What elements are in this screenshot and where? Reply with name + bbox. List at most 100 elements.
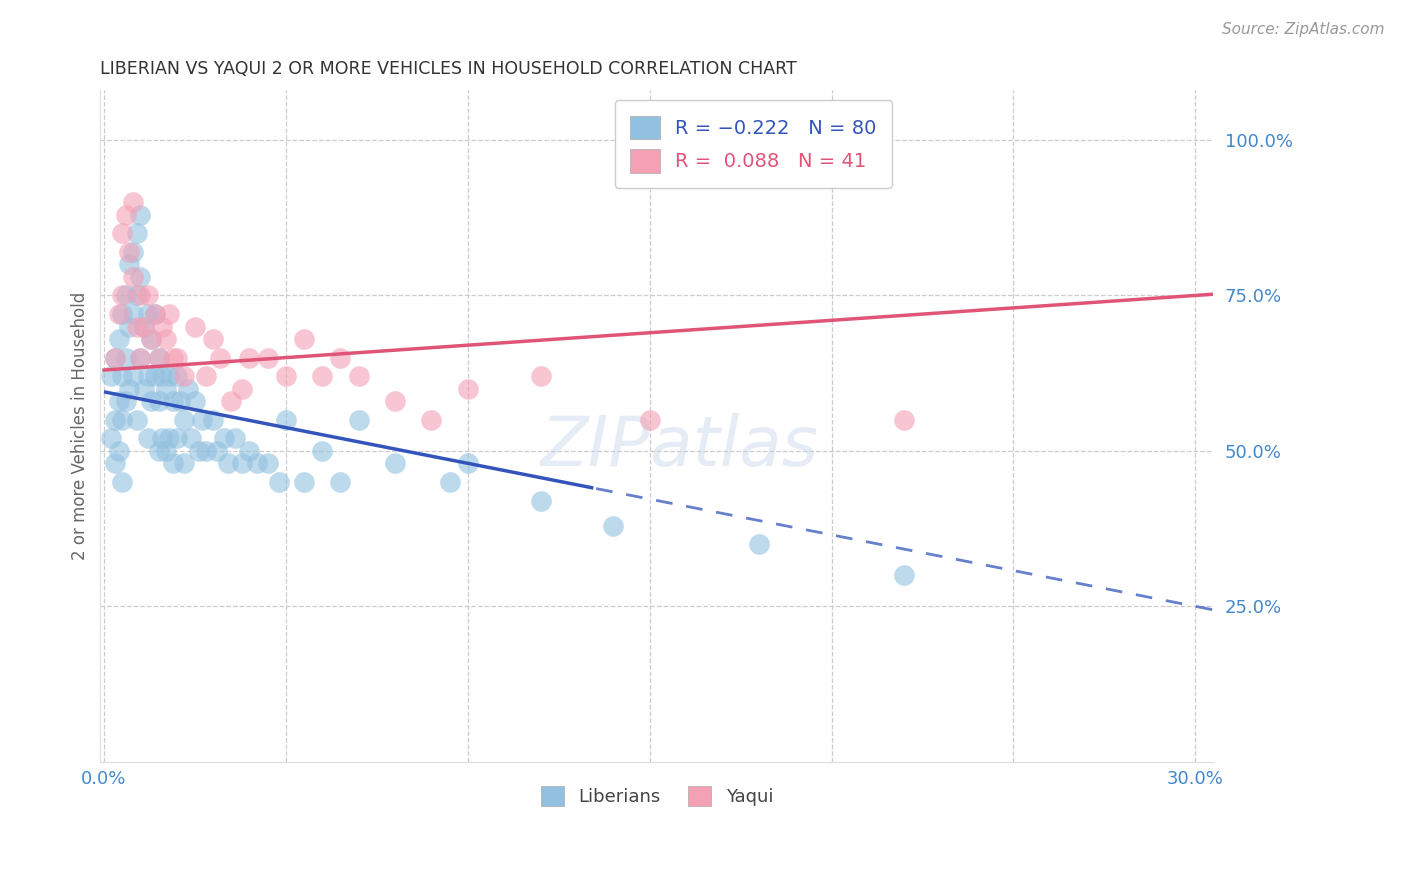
Point [125, 413, 148, 427]
Point [136, 307, 159, 321]
Point [129, 351, 152, 365]
Point [118, 319, 141, 334]
Point [136, 432, 159, 446]
Point [122, 269, 145, 284]
Point [231, 456, 253, 470]
Point [122, 244, 145, 259]
Point [159, 432, 181, 446]
Legend: Liberians, Yaqui: Liberians, Yaqui [533, 779, 780, 814]
Point [143, 369, 166, 384]
Point [169, 394, 191, 409]
Point [256, 351, 278, 365]
Point [111, 475, 134, 489]
Point [162, 394, 184, 409]
Point [224, 432, 246, 446]
Point [893, 413, 915, 427]
Point [231, 382, 253, 396]
Point [125, 288, 148, 302]
Point [129, 208, 152, 222]
Point [150, 369, 173, 384]
Point [148, 394, 170, 409]
Point [129, 351, 152, 365]
Point [132, 382, 155, 396]
Point [148, 351, 170, 365]
Point [118, 244, 141, 259]
Point [347, 413, 370, 427]
Point [238, 443, 260, 458]
Point [107, 443, 129, 458]
Point [125, 227, 148, 241]
Point [329, 475, 352, 489]
Point [111, 307, 134, 321]
Point [114, 394, 136, 409]
Point [148, 443, 170, 458]
Point [292, 475, 315, 489]
Point [129, 269, 152, 284]
Point [457, 382, 479, 396]
Point [114, 208, 136, 222]
Point [114, 288, 136, 302]
Point [129, 288, 152, 302]
Point [384, 456, 406, 470]
Point [107, 394, 129, 409]
Point [150, 319, 173, 334]
Point [155, 443, 177, 458]
Point [256, 456, 278, 470]
Point [118, 382, 141, 396]
Point [267, 475, 290, 489]
Point [180, 432, 202, 446]
Point [194, 369, 217, 384]
Point [136, 288, 159, 302]
Point [529, 369, 551, 384]
Point [893, 568, 915, 582]
Point [155, 382, 177, 396]
Point [202, 332, 225, 346]
Point [111, 288, 134, 302]
Point [184, 319, 207, 334]
Point [118, 257, 141, 271]
Point [184, 394, 207, 409]
Point [104, 351, 127, 365]
Point [209, 351, 232, 365]
Point [329, 351, 352, 365]
Point [141, 394, 163, 409]
Point [748, 537, 770, 551]
Point [384, 394, 406, 409]
Point [311, 443, 333, 458]
Point [141, 332, 163, 346]
Point [292, 332, 315, 346]
Point [111, 369, 134, 384]
Point [246, 456, 269, 470]
Point [148, 351, 170, 365]
Point [143, 307, 166, 321]
Point [347, 369, 370, 384]
Point [457, 456, 479, 470]
Text: Source: ZipAtlas.com: Source: ZipAtlas.com [1222, 22, 1385, 37]
Point [162, 456, 184, 470]
Point [125, 319, 148, 334]
Point [311, 369, 333, 384]
Point [221, 394, 243, 409]
Point [122, 307, 145, 321]
Point [274, 413, 297, 427]
Point [173, 413, 195, 427]
Point [104, 351, 127, 365]
Point [122, 369, 145, 384]
Point [100, 432, 122, 446]
Point [274, 369, 297, 384]
Point [602, 518, 624, 533]
Point [638, 413, 661, 427]
Point [132, 319, 155, 334]
Point [529, 493, 551, 508]
Point [143, 307, 166, 321]
Point [159, 369, 181, 384]
Text: LIBERIAN VS YAQUI 2 OR MORE VEHICLES IN HOUSEHOLD CORRELATION CHART: LIBERIAN VS YAQUI 2 OR MORE VEHICLES IN … [100, 60, 797, 78]
Point [166, 432, 188, 446]
Point [212, 432, 235, 446]
Point [141, 332, 163, 346]
Point [173, 456, 195, 470]
Point [122, 195, 145, 210]
Point [420, 413, 443, 427]
Point [132, 319, 155, 334]
Point [238, 351, 260, 365]
